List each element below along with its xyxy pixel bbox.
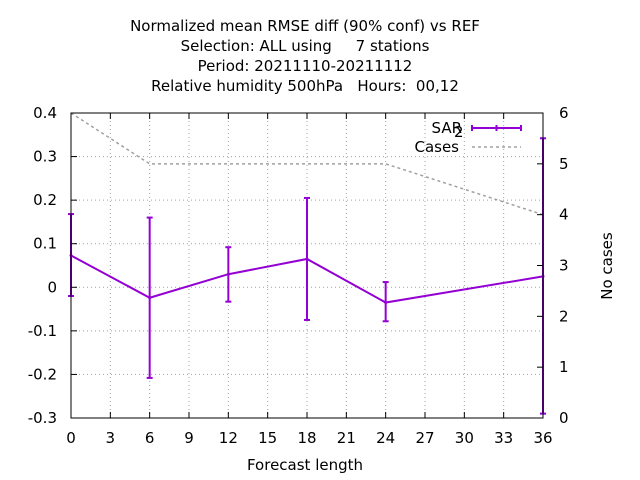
axis-layer: 0 3 6 9 12 15 18 21 24 27 30 33 360.40.30.20.10-0.1-…: [28, 104, 569, 447]
sar-point: [148, 296, 152, 300]
x-tick-label: 6: [145, 429, 155, 447]
x-tick-label: 24: [376, 429, 395, 447]
y2-tick-label: 0: [559, 409, 569, 427]
x-axis-label: Forecast length: [246, 456, 364, 474]
x-tick-label: 15: [258, 429, 277, 447]
y2-tick-label: 6: [559, 104, 569, 122]
series-layer: [68, 112, 546, 415]
legend-label-sar-sub: 2: [454, 123, 464, 141]
x-tick-label: 30: [455, 429, 474, 447]
y-tick-label: -0.1: [28, 322, 57, 340]
y2-tick-label: 5: [559, 155, 569, 173]
y2-tick-label: 4: [559, 206, 569, 224]
sar-point: [305, 257, 309, 261]
cases-line: [70, 112, 544, 216]
chart-title-line-4: Relative humidity 500hPa Hours: 00,12: [151, 77, 459, 95]
y-tick-label: -0.2: [28, 365, 57, 383]
x-tick-label: 18: [297, 429, 316, 447]
y2-tick-label: 2: [559, 307, 569, 325]
y-tick-label: 0.1: [33, 235, 57, 253]
y-tick-label: 0.2: [33, 191, 57, 209]
x-tick-label: 21: [337, 429, 356, 447]
chart-title-line-3: Period: 20211110-20211112: [197, 57, 413, 75]
x-tick-label: 12: [219, 429, 238, 447]
y2-axis-label: No cases: [598, 232, 616, 300]
y-tick-label: 0.3: [33, 148, 57, 166]
chart-title-line-1: Normalized mean RMSE diff (90% conf) vs …: [130, 17, 480, 35]
sar-point: [384, 301, 388, 305]
x-tick-label: 36: [533, 429, 552, 447]
y-tick-label: 0: [47, 278, 57, 296]
chart-title-line-2: Selection: ALL using 7 stations: [180, 37, 430, 55]
x-tick-label: 3: [106, 429, 116, 447]
legend-label-sar: SAR: [432, 119, 462, 137]
y2-tick-label: 1: [559, 358, 569, 376]
x-tick-label: 33: [494, 429, 513, 447]
legend-label-cases: Cases: [414, 138, 459, 156]
y-tick-label: -0.3: [28, 409, 57, 427]
x-tick-label: 9: [184, 429, 194, 447]
sar-point: [226, 272, 230, 276]
sar-line: [70, 254, 544, 304]
x-tick-label: 27: [415, 429, 434, 447]
y-tick-label: 0.4: [33, 104, 57, 122]
x-tick-label: 0: [66, 429, 76, 447]
y2-tick-label: 3: [559, 257, 569, 275]
